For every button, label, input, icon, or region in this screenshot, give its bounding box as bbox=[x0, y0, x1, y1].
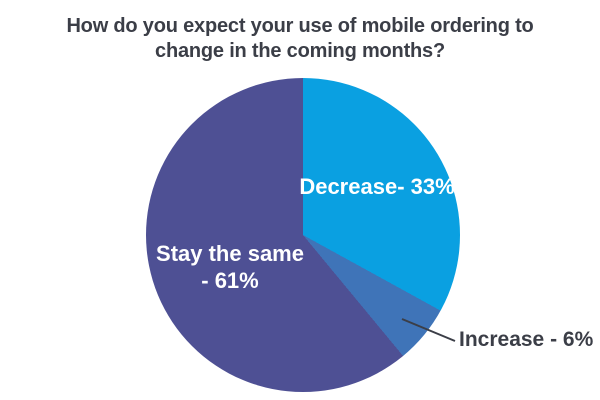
pie bbox=[146, 78, 460, 392]
slice-label-decrease: Decrease- 33% bbox=[299, 174, 455, 199]
slice-label-stay-line-2: - 61% bbox=[201, 268, 259, 293]
slice-label-increase: Increase - 6% bbox=[459, 328, 594, 351]
slice-label-stay-line-1: Stay the same bbox=[156, 241, 304, 266]
chart-title-line-2: change in the coming months? bbox=[155, 40, 445, 62]
chart-title-line-1: How do you expect your use of mobile ord… bbox=[66, 15, 534, 37]
slice-label-stay-the-same: Stay the same - 61% bbox=[156, 240, 304, 294]
chart-title: How do you expect your use of mobile ord… bbox=[0, 14, 600, 64]
